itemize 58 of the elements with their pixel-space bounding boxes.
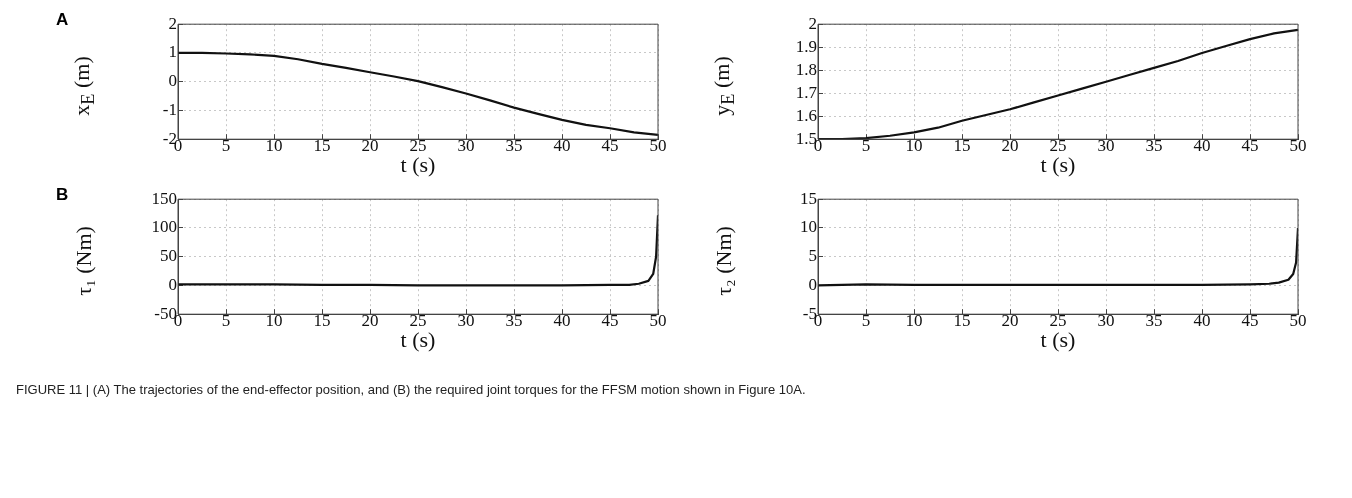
- y-tick-label: 150: [151, 188, 177, 208]
- x-tick-label: 35: [505, 135, 523, 155]
- y-tick-label: 10: [800, 217, 817, 237]
- x-tick-label: 10: [265, 135, 283, 155]
- y-tick-label: 50: [160, 246, 177, 266]
- x-tick-label: 40: [1193, 310, 1211, 330]
- x-tick-label: 50: [1289, 135, 1307, 155]
- y-tick-label: 2: [168, 13, 177, 33]
- x-tick-label: 20: [1001, 135, 1019, 155]
- caption: FIGURE 11 | (A) The trajectories of the end-effector position, and (B) the required joint torques for the FFSM motion shown in Figure 10A.: [16, 382, 807, 397]
- x-tick-label: 20: [361, 135, 379, 155]
- text: A: [56, 10, 69, 30]
- x-tick-label: 35: [505, 310, 523, 330]
- x-tick-label: 50: [649, 310, 667, 330]
- y-tick-label: 1.6: [795, 105, 817, 125]
- x-tick-label: 20: [361, 310, 379, 330]
- y-tick-label: 1.8: [795, 59, 817, 79]
- x-tick-label: 35: [1145, 310, 1163, 330]
- x-tick-label: 50: [649, 135, 667, 155]
- x-tick-label: 10: [905, 310, 923, 330]
- y-tick-label: 0: [808, 274, 817, 294]
- x-tick-label: 30: [457, 310, 475, 330]
- y-tick-label: 2: [808, 13, 817, 33]
- x-tick-label: 5: [221, 135, 231, 155]
- y-axis-title: τ₂ (Nm): [711, 225, 737, 296]
- x-tick-label: 40: [553, 310, 571, 330]
- y-tick-label: 1.9: [795, 36, 817, 56]
- y-tick-label: 0: [168, 274, 177, 294]
- x-tick-label: 45: [601, 310, 619, 330]
- y-tick-label: 100: [151, 217, 177, 237]
- x-tick-label: 5: [861, 310, 871, 330]
- x-tick-label: 20: [1001, 310, 1019, 330]
- y-axis-title: τ₁ (Nm): [71, 225, 97, 296]
- x-tick-label: 5: [221, 310, 231, 330]
- x-tick-label: 30: [1097, 310, 1115, 330]
- y-tick-label: 15: [800, 188, 817, 208]
- text: B: [56, 185, 69, 205]
- x-tick-label: 40: [1193, 135, 1211, 155]
- x-tick-label: 15: [313, 310, 331, 330]
- x-tick-label: 50: [1289, 310, 1307, 330]
- x-tick-label: 10: [265, 310, 283, 330]
- y-tick-label: 5: [808, 246, 817, 266]
- x-tick-label: 15: [313, 135, 331, 155]
- x-tick-label: 10: [905, 135, 923, 155]
- y-tick-label: 0: [168, 71, 177, 91]
- x-tick-label: 45: [1241, 310, 1259, 330]
- x-tick-label: 15: [953, 135, 971, 155]
- x-tick-label: 5: [861, 135, 871, 155]
- x-tick-label: 15: [953, 310, 971, 330]
- x-tick-label: 30: [1097, 135, 1115, 155]
- y-tick-label: 1.7: [795, 82, 818, 102]
- y-tick-label: 1: [168, 42, 177, 62]
- x-tick-label: 30: [457, 135, 475, 155]
- x-tick-label: 45: [1241, 135, 1259, 155]
- x-tick-label: 35: [1145, 135, 1163, 155]
- x-tick-label: 40: [553, 135, 571, 155]
- x-tick-label: 45: [601, 135, 619, 155]
- y-tick-label: -1: [162, 99, 177, 119]
